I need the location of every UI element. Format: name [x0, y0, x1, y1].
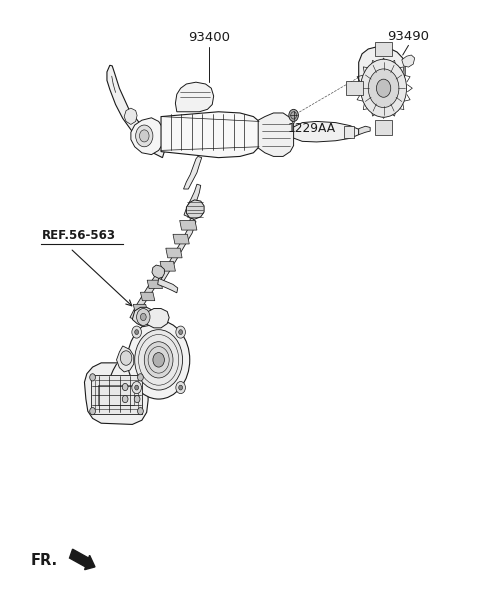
Polygon shape — [107, 65, 166, 158]
Polygon shape — [186, 200, 204, 219]
FancyArrow shape — [70, 549, 95, 570]
Polygon shape — [132, 307, 154, 327]
Polygon shape — [375, 42, 392, 56]
Polygon shape — [375, 120, 392, 135]
Circle shape — [138, 374, 144, 381]
Circle shape — [90, 408, 96, 415]
Circle shape — [122, 396, 128, 403]
Polygon shape — [258, 113, 294, 157]
Circle shape — [90, 374, 96, 381]
Circle shape — [360, 59, 407, 117]
Circle shape — [376, 79, 391, 97]
Polygon shape — [346, 81, 363, 96]
Text: FR.: FR. — [30, 554, 58, 568]
Circle shape — [132, 326, 142, 338]
Circle shape — [137, 309, 150, 325]
Polygon shape — [160, 261, 175, 271]
Polygon shape — [142, 309, 169, 328]
Polygon shape — [175, 82, 214, 112]
Circle shape — [153, 353, 164, 367]
Circle shape — [122, 384, 128, 391]
Polygon shape — [117, 346, 134, 372]
Circle shape — [140, 130, 149, 142]
Bar — [98, 385, 134, 405]
Polygon shape — [130, 273, 162, 319]
Polygon shape — [359, 126, 370, 135]
Circle shape — [179, 330, 182, 335]
Circle shape — [368, 69, 399, 108]
Text: 1229AA: 1229AA — [288, 122, 336, 135]
Polygon shape — [147, 280, 162, 289]
Circle shape — [138, 408, 144, 415]
Polygon shape — [359, 47, 405, 95]
Polygon shape — [141, 292, 155, 301]
Circle shape — [134, 396, 140, 403]
Circle shape — [144, 342, 173, 378]
Circle shape — [179, 385, 182, 390]
Bar — [95, 380, 138, 410]
Circle shape — [136, 125, 153, 147]
Circle shape — [135, 330, 182, 390]
Circle shape — [135, 385, 139, 390]
Circle shape — [176, 382, 185, 394]
Text: REF.56-563: REF.56-563 — [41, 229, 115, 242]
Polygon shape — [402, 55, 415, 67]
Text: 93400: 93400 — [188, 31, 230, 44]
Polygon shape — [131, 118, 162, 155]
Circle shape — [120, 351, 132, 365]
Polygon shape — [184, 184, 201, 217]
Circle shape — [128, 321, 190, 399]
Polygon shape — [161, 112, 259, 158]
Circle shape — [132, 382, 142, 394]
Polygon shape — [84, 363, 148, 425]
Polygon shape — [293, 122, 359, 142]
Polygon shape — [157, 278, 178, 293]
Circle shape — [135, 330, 139, 335]
Bar — [344, 126, 354, 138]
Polygon shape — [158, 218, 196, 281]
Circle shape — [141, 313, 146, 321]
Text: 93490: 93490 — [387, 30, 430, 43]
Polygon shape — [152, 265, 164, 278]
Polygon shape — [173, 234, 189, 244]
Polygon shape — [183, 157, 202, 189]
Circle shape — [176, 326, 185, 338]
Polygon shape — [124, 108, 137, 125]
Circle shape — [289, 110, 299, 122]
Polygon shape — [166, 248, 182, 258]
Polygon shape — [133, 304, 148, 313]
Polygon shape — [91, 375, 142, 414]
Polygon shape — [180, 220, 197, 230]
